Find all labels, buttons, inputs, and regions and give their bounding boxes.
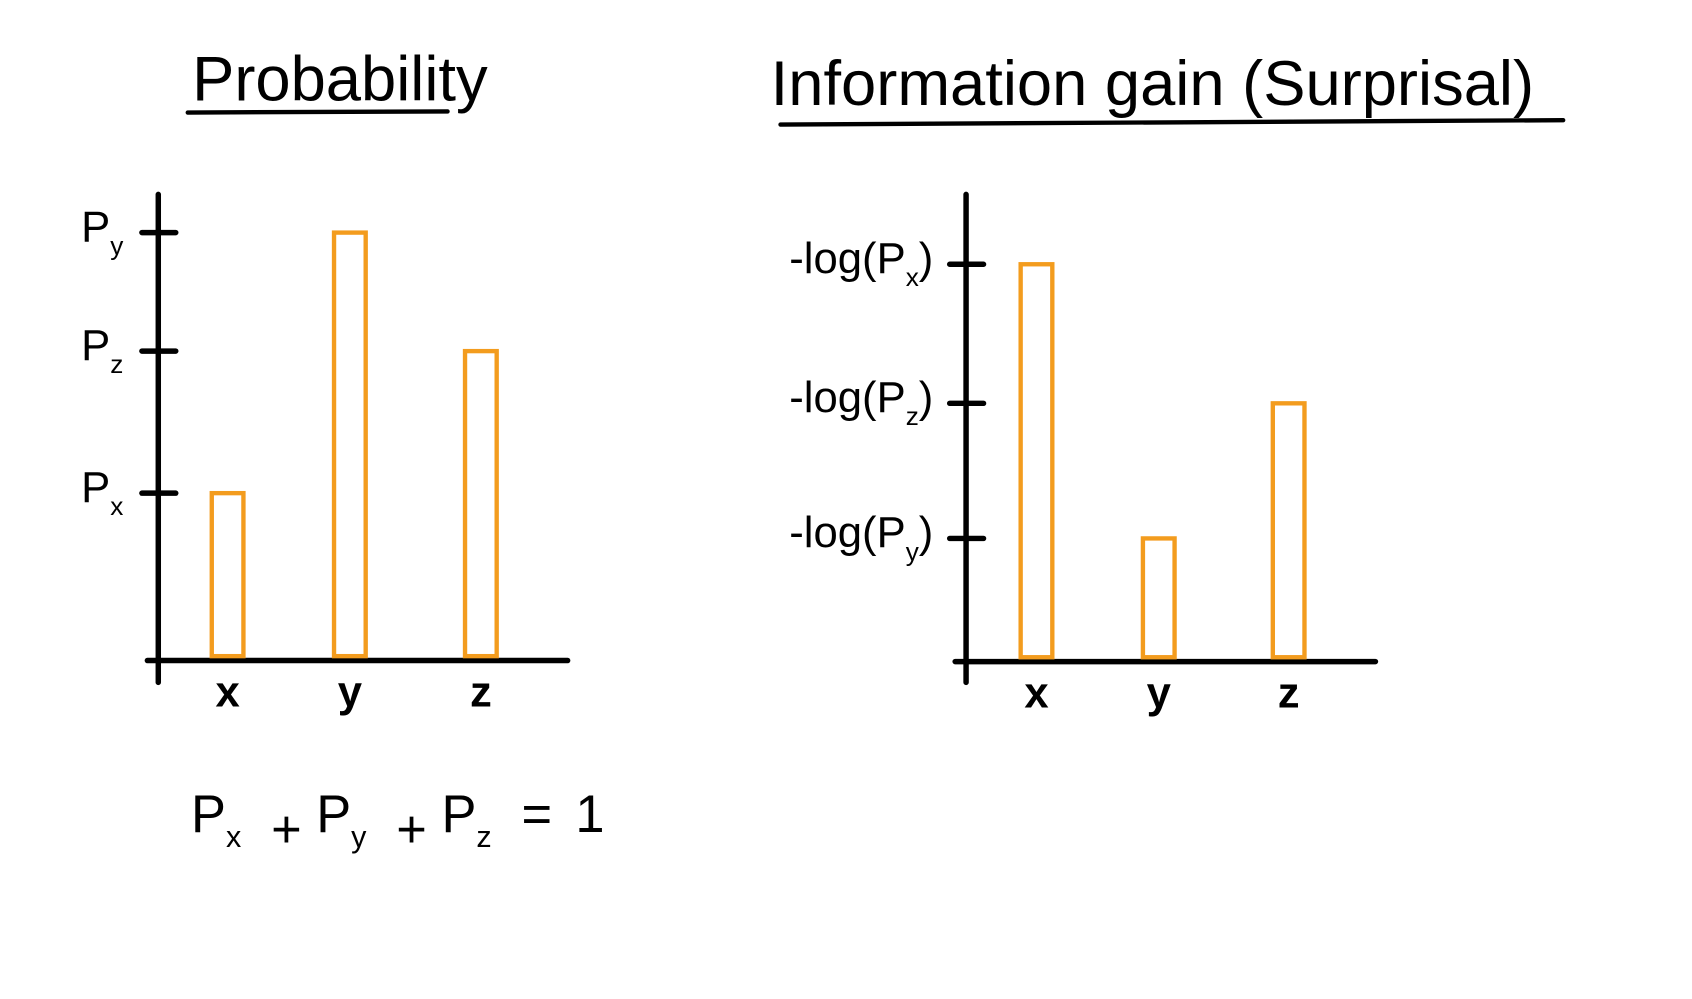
tick-prefix: -log( xyxy=(789,234,877,283)
term-base: P xyxy=(191,786,226,844)
term-base: P xyxy=(316,786,351,844)
term-subscript: x xyxy=(226,820,241,854)
tick-prefix: -log( xyxy=(789,373,877,422)
equation-rhs: 1 xyxy=(575,786,604,844)
y-tick-label: -log(Py) xyxy=(789,508,933,566)
plus-sign: + xyxy=(257,801,317,859)
x-tick-label-y: y xyxy=(1147,668,1172,717)
bar-z xyxy=(462,348,499,659)
x-tick-label-x: x xyxy=(215,667,239,716)
bar-z xyxy=(1270,401,1307,660)
tick-subscript: y xyxy=(110,230,124,260)
x-tick-label-x: x xyxy=(1024,668,1048,717)
tick-subscript: x xyxy=(906,262,919,292)
term-subscript: y xyxy=(351,820,367,854)
information-gain-plot: -log(Px)-log(Pz)-log(Py)x y z xyxy=(789,191,1379,717)
tick-subscript: z xyxy=(110,349,123,379)
tick-subscript: z xyxy=(906,401,919,431)
information-gain-title: Information gain (Surprisal) xyxy=(771,49,1534,119)
bar-y xyxy=(1140,536,1177,660)
information-gain-title-underline xyxy=(778,117,1566,127)
tick-suffix: ) xyxy=(919,234,934,283)
tick-base: P xyxy=(877,373,906,422)
y-tick-label: Px xyxy=(81,463,123,521)
y-tick-label: Pz xyxy=(81,321,123,379)
x-tick-label-z: z xyxy=(1278,668,1300,717)
tick-base: P xyxy=(81,202,110,251)
equals-sign: = xyxy=(507,786,567,844)
tick-base: P xyxy=(877,508,906,557)
plus-sign: + xyxy=(382,801,442,859)
x-tick-label-z: z xyxy=(470,667,492,716)
term-base: P xyxy=(441,786,476,844)
bar-x xyxy=(209,490,246,659)
probability-title: Probability xyxy=(192,45,488,115)
bar-x xyxy=(1018,262,1055,660)
y-tick-label: -log(Px) xyxy=(789,234,933,292)
x-tick-label-y: y xyxy=(338,667,363,716)
tick-suffix: ) xyxy=(919,508,934,557)
tick-base: P xyxy=(877,234,906,283)
tick-suffix: ) xyxy=(919,373,934,422)
tick-base: P xyxy=(81,321,110,370)
information-gain-chart: Information gain (Surprisal) -log(Px)-lo… xyxy=(771,49,1566,717)
tick-prefix: -log( xyxy=(789,508,877,557)
y-tick-label: -log(Pz) xyxy=(789,373,933,431)
term-subscript: z xyxy=(476,820,491,854)
y-tick-label: Py xyxy=(81,202,124,260)
tick-base: P xyxy=(81,463,110,512)
probability-title-underline xyxy=(185,109,450,115)
tick-subscript: y xyxy=(906,536,920,566)
tick-subscript: x xyxy=(110,491,123,521)
probability-sum-equation: Px + Py + Pz = 1 xyxy=(191,786,604,859)
bar-y xyxy=(331,230,368,659)
